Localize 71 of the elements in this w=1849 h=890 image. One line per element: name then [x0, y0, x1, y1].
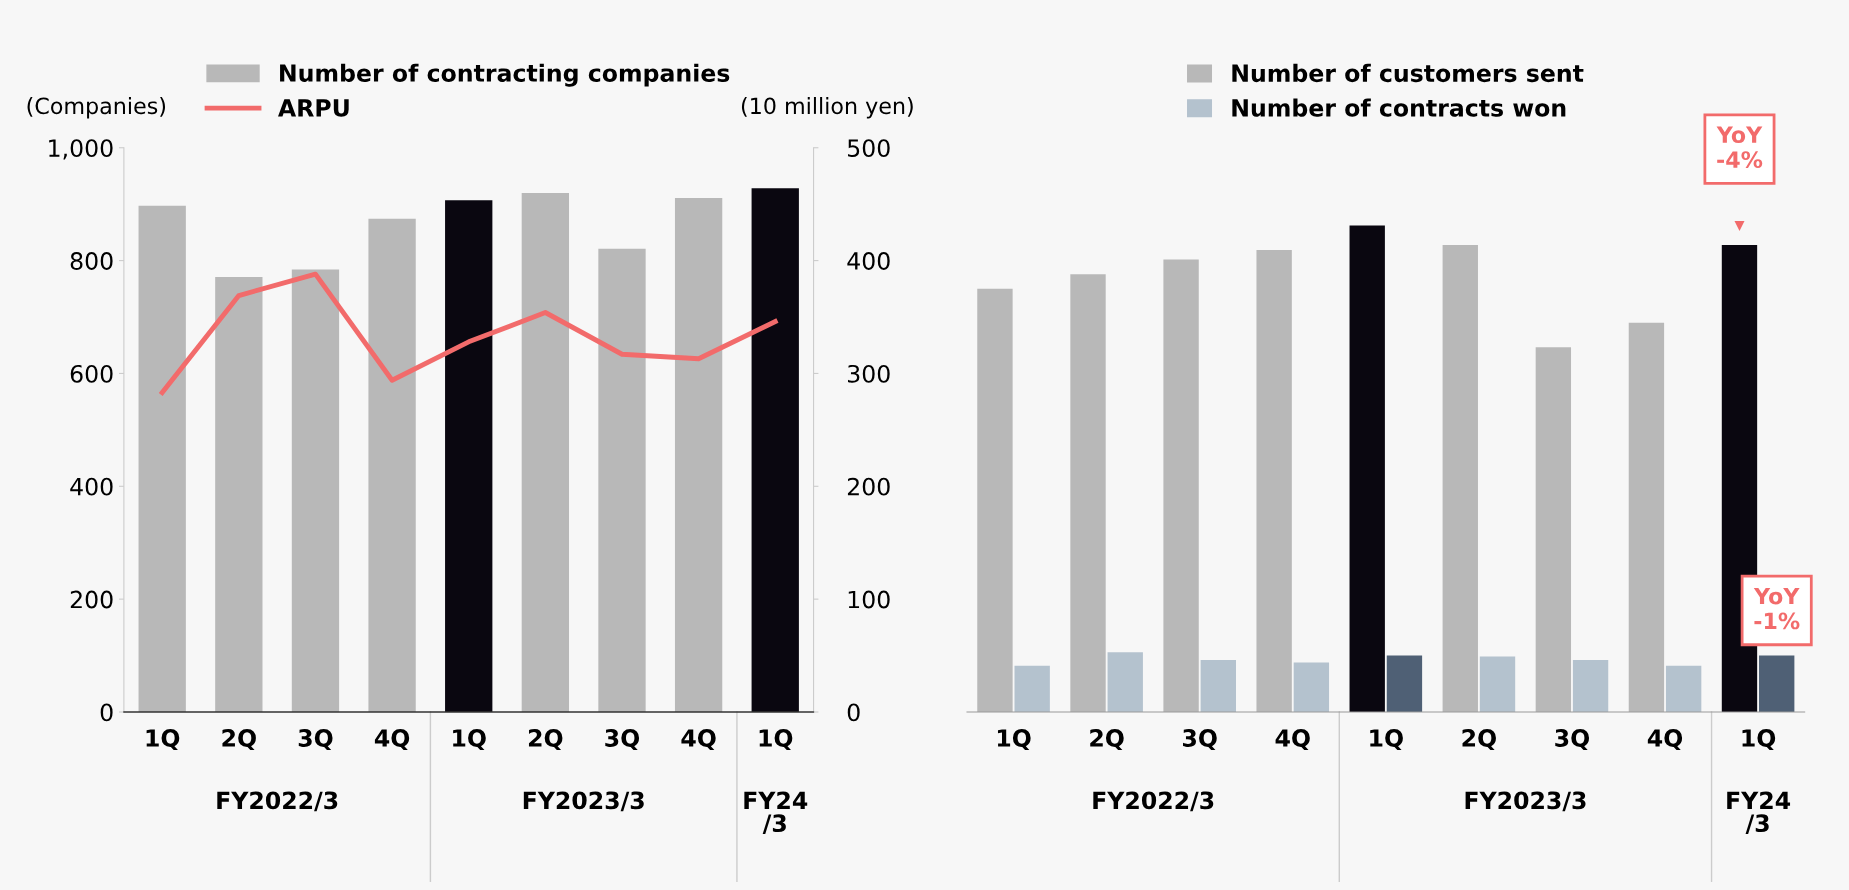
bar: [1163, 259, 1199, 712]
x-tick-label: 2Q: [222, 729, 256, 751]
bar: [1386, 655, 1423, 712]
bar: [1200, 659, 1236, 712]
text: FY2022/3: [217, 791, 338, 812]
bar: [1014, 665, 1050, 712]
y2-axis-title: (10 million yen): [741, 97, 913, 119]
x-tick-label: 3Q: [1183, 729, 1217, 751]
bar: [138, 205, 186, 712]
y2-tick-label: 300: [848, 364, 890, 383]
bar: [977, 288, 1013, 712]
bar: [1070, 274, 1106, 712]
x-tick-label: 1Q: [453, 729, 486, 751]
x-tick-label: 3Q: [298, 729, 333, 751]
text: FY2022/3: [1093, 791, 1214, 812]
x-tick-label: 4Q: [1275, 729, 1310, 751]
y2-tick-label: 400: [847, 252, 890, 270]
legend-label: Number of contracts won: [1232, 98, 1566, 117]
y-tick-label: 600: [70, 364, 113, 383]
y-tick-label: 1,000: [49, 139, 113, 160]
y-axis-title: (Companies): [27, 97, 166, 119]
legend-label: ARPU: [278, 99, 349, 117]
x-tick-label: 3Q: [605, 729, 640, 751]
y-tick-label: 200: [70, 590, 113, 609]
x-tick-label: 1Q: [1370, 729, 1403, 751]
bar: [1256, 249, 1292, 712]
bar: [1107, 652, 1143, 712]
text: FY2023/3: [1465, 791, 1586, 812]
bar: [1535, 347, 1572, 712]
bar: [291, 269, 340, 712]
bar: [1349, 225, 1385, 712]
line-series: [159, 271, 778, 396]
x-tick-label: 4Q: [374, 729, 410, 751]
x-tick-label: 2Q: [1090, 729, 1124, 751]
bar: [1572, 659, 1609, 712]
text: FY24 /3: [1727, 791, 1791, 834]
y2-tick-label: 200: [847, 477, 890, 496]
bar: [751, 188, 799, 712]
annotation: YoY -1%: [1753, 587, 1800, 630]
bar: [1759, 655, 1795, 712]
bar: [598, 248, 646, 712]
x-tick-label: 1Q: [997, 729, 1031, 751]
text: YoY -4%: [1716, 126, 1763, 168]
x-tick-label: 1Q: [1742, 729, 1776, 751]
bar: [1479, 656, 1516, 712]
bar: [368, 218, 416, 712]
legend-label: Number of customers sent: [1232, 63, 1584, 83]
x-tick-label: 3Q: [1555, 729, 1590, 751]
x-tick-label: 2Q: [1462, 729, 1496, 751]
bar: [1442, 245, 1478, 712]
y-tick-label: 400: [70, 477, 113, 496]
x-tick-label: 1Q: [759, 729, 793, 751]
bar: [1293, 662, 1330, 712]
x-tick-label: 2Q: [528, 729, 563, 751]
x-tick-label: 4Q: [681, 729, 716, 751]
text: FY24 /3: [744, 791, 808, 834]
bar: [1628, 322, 1665, 712]
bar: [521, 192, 570, 712]
y2-tick-label: 0: [847, 703, 860, 722]
y-tick-label: 0: [100, 703, 113, 722]
x-tick-label: 4Q: [1647, 729, 1683, 751]
bar: [215, 276, 263, 712]
bar: [445, 200, 493, 712]
y2-tick-label: 500: [848, 139, 890, 158]
bar: [1665, 665, 1702, 712]
bar: [674, 197, 723, 712]
x-tick-label: 1Q: [146, 729, 180, 751]
text: FY2023/3: [523, 791, 644, 812]
y2-tick-label: 100: [848, 590, 890, 609]
legend-label: Number of contracting companies: [280, 63, 730, 87]
y-tick-label: 800: [70, 252, 113, 270]
